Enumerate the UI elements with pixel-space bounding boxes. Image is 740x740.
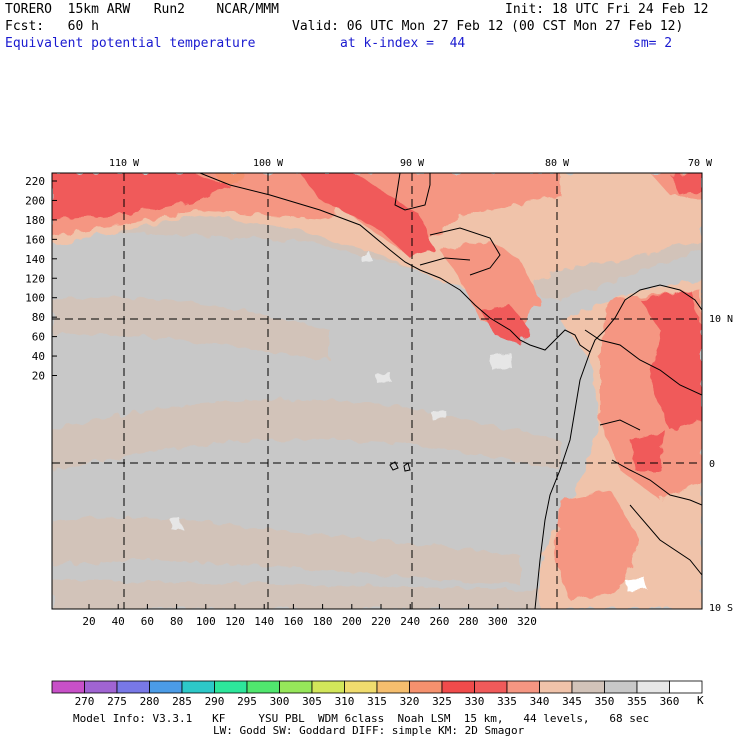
- colorbar-swatch: [116, 680, 150, 694]
- colorbar-label: 330: [465, 695, 485, 708]
- y-tick-label: 40: [32, 350, 45, 363]
- colorbar-label: 310: [335, 695, 355, 708]
- x-tick-label: 320: [517, 615, 537, 628]
- latitude-labels: 10 N 0 10 S: [709, 314, 733, 614]
- colorbar-label: 315: [367, 695, 387, 708]
- x-tick-label: 120: [225, 615, 245, 628]
- colorbar-label: 325: [432, 695, 452, 708]
- colorbar-label: 340: [530, 695, 550, 708]
- y-tick-label: 80: [32, 311, 45, 324]
- colorbar-boxes: [51, 680, 703, 694]
- model-info: Model Info: V3.3.1 KF YSU PBL WDM 6class…: [73, 712, 650, 725]
- longitude-labels: 110 W 100 W 90 W 80 W 70 W: [109, 158, 713, 169]
- colorbar-label: 355: [627, 695, 647, 708]
- y-axis: 220 200 180 160 140 120 100 80 60 40 20: [25, 175, 57, 383]
- x-tick-label: 140: [254, 615, 274, 628]
- longitude-label: 90 W: [400, 158, 425, 169]
- header-forecast-hour: Fcst: 60 h: [5, 19, 99, 34]
- y-tick-label: 100: [25, 292, 45, 305]
- colorbar-swatch: [181, 680, 215, 694]
- header-model-run: TORERO 15km ARW Run2 NCAR/MMM: [5, 2, 279, 17]
- colorbar-swatch: [571, 680, 605, 694]
- colorbar-label: 345: [562, 695, 582, 708]
- colorbar-label: 295: [237, 695, 257, 708]
- colorbar-label: 320: [400, 695, 420, 708]
- x-tick-label: 200: [342, 615, 362, 628]
- x-tick-label: 20: [82, 615, 95, 628]
- colorbar-swatch: [84, 680, 118, 694]
- level-label: at k-index = 44: [340, 36, 466, 51]
- smoothing-label: sm= 2: [633, 36, 673, 51]
- colorbar-swatch: [214, 680, 248, 694]
- x-tick-label: 180: [313, 615, 333, 628]
- x-tick-label: 260: [429, 615, 449, 628]
- colorbar-swatch: [344, 680, 378, 694]
- colorbar-swatch: [604, 680, 638, 694]
- x-tick-label: 80: [170, 615, 183, 628]
- colorbar-swatch: [539, 680, 573, 694]
- y-tick-label: 120: [25, 272, 45, 285]
- x-tick-label: 220: [371, 615, 391, 628]
- colorbar-swatch: [279, 680, 313, 694]
- colorbar-swatch: [51, 680, 85, 694]
- field-title: Equivalent potential temperature: [5, 36, 256, 51]
- x-tick-label: 60: [141, 615, 154, 628]
- x-tick-label: 40: [112, 615, 125, 628]
- header-valid-time: Valid: 06 UTC Mon 27 Feb 12 (00 CST Mon …: [292, 19, 684, 34]
- header-init-time: Init: 18 UTC Fri 24 Feb 12: [505, 2, 709, 17]
- colorbar-label: 285: [172, 695, 192, 708]
- colorbar-swatch: [246, 680, 280, 694]
- y-tick-label: 140: [25, 253, 45, 266]
- longitude-label: 80 W: [545, 158, 570, 169]
- physics-info: LW: Godd SW: Goddard DIFF: simple KM: 2D…: [213, 724, 525, 737]
- y-tick-label: 180: [25, 214, 45, 227]
- colorbar-label: 305: [302, 695, 322, 708]
- coastline: [199, 173, 702, 609]
- colorbar-swatch: [506, 680, 540, 694]
- colorbar-swatch: [311, 680, 345, 694]
- longitude-label: 70 W: [688, 158, 713, 169]
- longitude-label: 100 W: [253, 158, 284, 169]
- x-axis: 20 40 60 80 100 120 140 160 180 200 220 240 260 280 30…: [82, 604, 537, 628]
- contour-fill: [52, 173, 702, 609]
- colorbar-label: 275: [107, 695, 127, 708]
- x-tick-label: 240: [400, 615, 420, 628]
- map-frame: [51, 172, 703, 610]
- x-tick-label: 160: [283, 615, 303, 628]
- colorbar-labels: 270 275 280 285 290 295 300 305 310 315 320 325 330 3…: [75, 695, 680, 708]
- x-tick-label: 100: [196, 615, 216, 628]
- x-tick-label: 300: [488, 615, 508, 628]
- y-tick-label: 220: [25, 175, 45, 188]
- colorbar-label: 280: [140, 695, 160, 708]
- colorbar-swatch: [669, 680, 703, 694]
- y-tick-label: 200: [25, 194, 45, 207]
- colorbar-label: 335: [497, 695, 517, 708]
- y-tick-label: 160: [25, 233, 45, 246]
- colorbar-swatch: [474, 680, 508, 694]
- colorbar-swatch: [636, 680, 670, 694]
- latitude-label: 0: [709, 459, 715, 470]
- longitude-label: 110 W: [109, 158, 140, 169]
- y-tick-label: 20: [32, 370, 45, 383]
- y-tick-label: 60: [32, 331, 45, 344]
- latitude-label: 10 S: [709, 603, 733, 614]
- latitude-label: 10 N: [709, 314, 733, 325]
- colorbar-swatch: [149, 680, 183, 694]
- colorbar-swatch: [376, 680, 410, 694]
- colorbar-unit: K: [697, 694, 704, 707]
- colorbar-label: 270: [75, 695, 95, 708]
- colorbar-swatch: [441, 680, 475, 694]
- colorbar-label: 360: [660, 695, 680, 708]
- colorbar-label: 300: [270, 695, 290, 708]
- x-tick-label: 280: [459, 615, 479, 628]
- colorbar-swatch: [409, 680, 443, 694]
- colorbar-label: 290: [205, 695, 225, 708]
- graticule: [52, 173, 702, 609]
- colorbar-label: 350: [595, 695, 615, 708]
